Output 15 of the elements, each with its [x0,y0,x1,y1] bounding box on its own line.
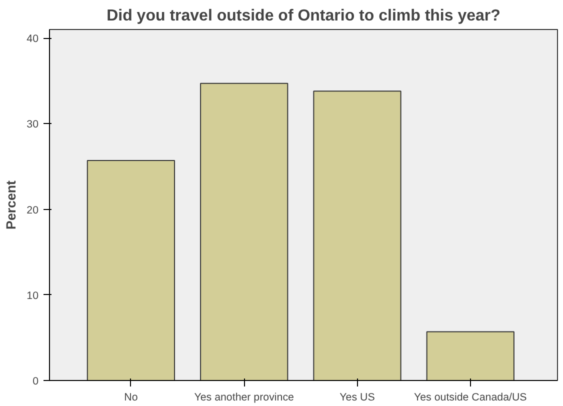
x-tick-label: No [124,392,138,404]
y-tick-label: 30 [26,118,39,131]
bar [313,90,402,380]
y-axis-title: Percent [4,180,19,230]
y-tick-label: 0 [32,376,39,388]
x-tick-label: Yes another province [194,392,294,404]
chart-title: Did you travel outside of Ontario to climb this year? [106,8,500,24]
y-tick-label: 10 [26,290,39,302]
y-tick-label: 20 [26,204,39,216]
x-tick-label: Yes US [340,392,375,404]
x-tick-label: Yes outside Canada/US [414,392,527,404]
y-tick-label: 40 [26,33,39,46]
bar [426,331,514,380]
bar [200,82,288,380]
bar [86,160,176,380]
